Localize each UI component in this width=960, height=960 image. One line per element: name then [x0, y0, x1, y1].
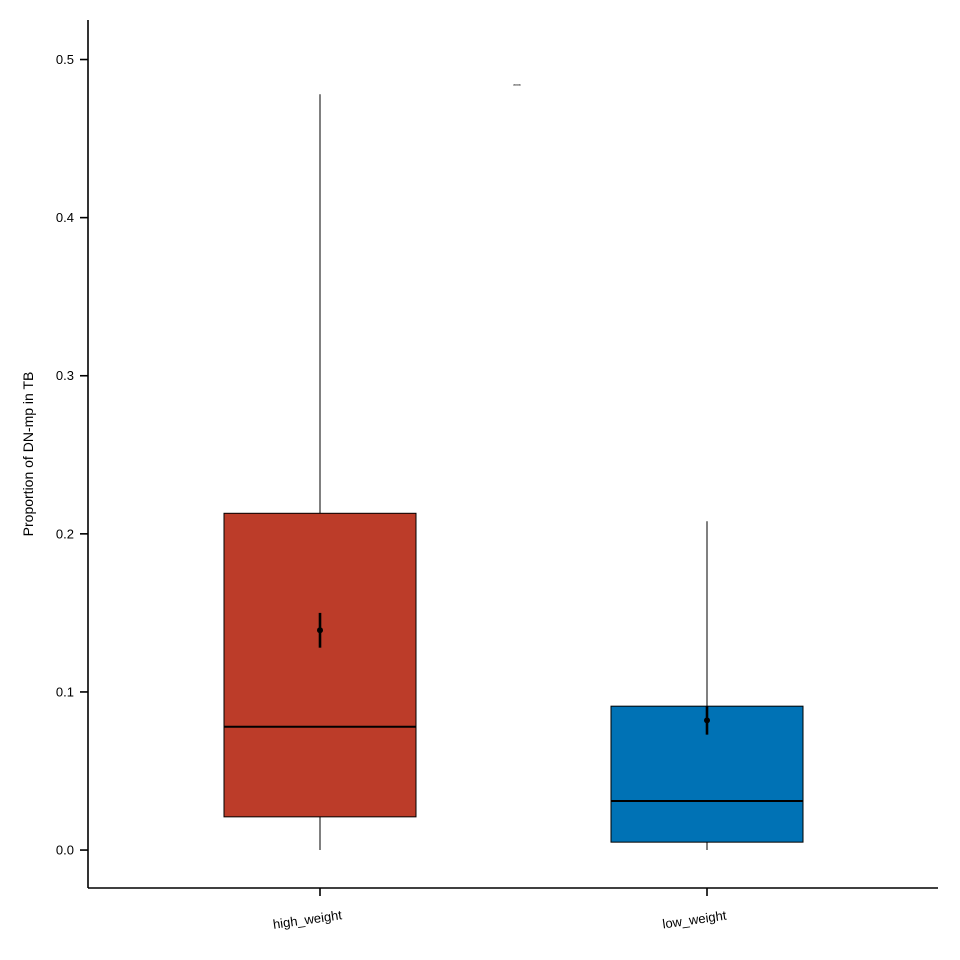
- mean-point: [317, 627, 323, 634]
- y-tick-label: 0.5: [56, 52, 74, 67]
- mean-point: [704, 717, 710, 724]
- y-axis-title: Proportion of DN-mp in TB: [20, 372, 36, 537]
- x-tick-label: high_weight: [272, 907, 343, 932]
- y-tick-label: 0.3: [56, 368, 74, 383]
- box-high_weight: [223, 94, 417, 851]
- y-tick-label: 0.1: [56, 684, 74, 699]
- axes: 0.0 0.1 0.2 0.3 0.4 0.5 high_weight low_weight: [56, 20, 938, 932]
- box-body: [223, 512, 417, 818]
- y-tick-label: 0.2: [56, 526, 74, 541]
- box-low_weight: [610, 521, 804, 851]
- y-tick-label: 0.4: [56, 210, 74, 225]
- significance-label: ****: [513, 84, 521, 90]
- x-tick-label: low_weight: [661, 908, 727, 932]
- plot-area: ****: [223, 84, 804, 851]
- y-tick-label: 0.0: [56, 843, 74, 858]
